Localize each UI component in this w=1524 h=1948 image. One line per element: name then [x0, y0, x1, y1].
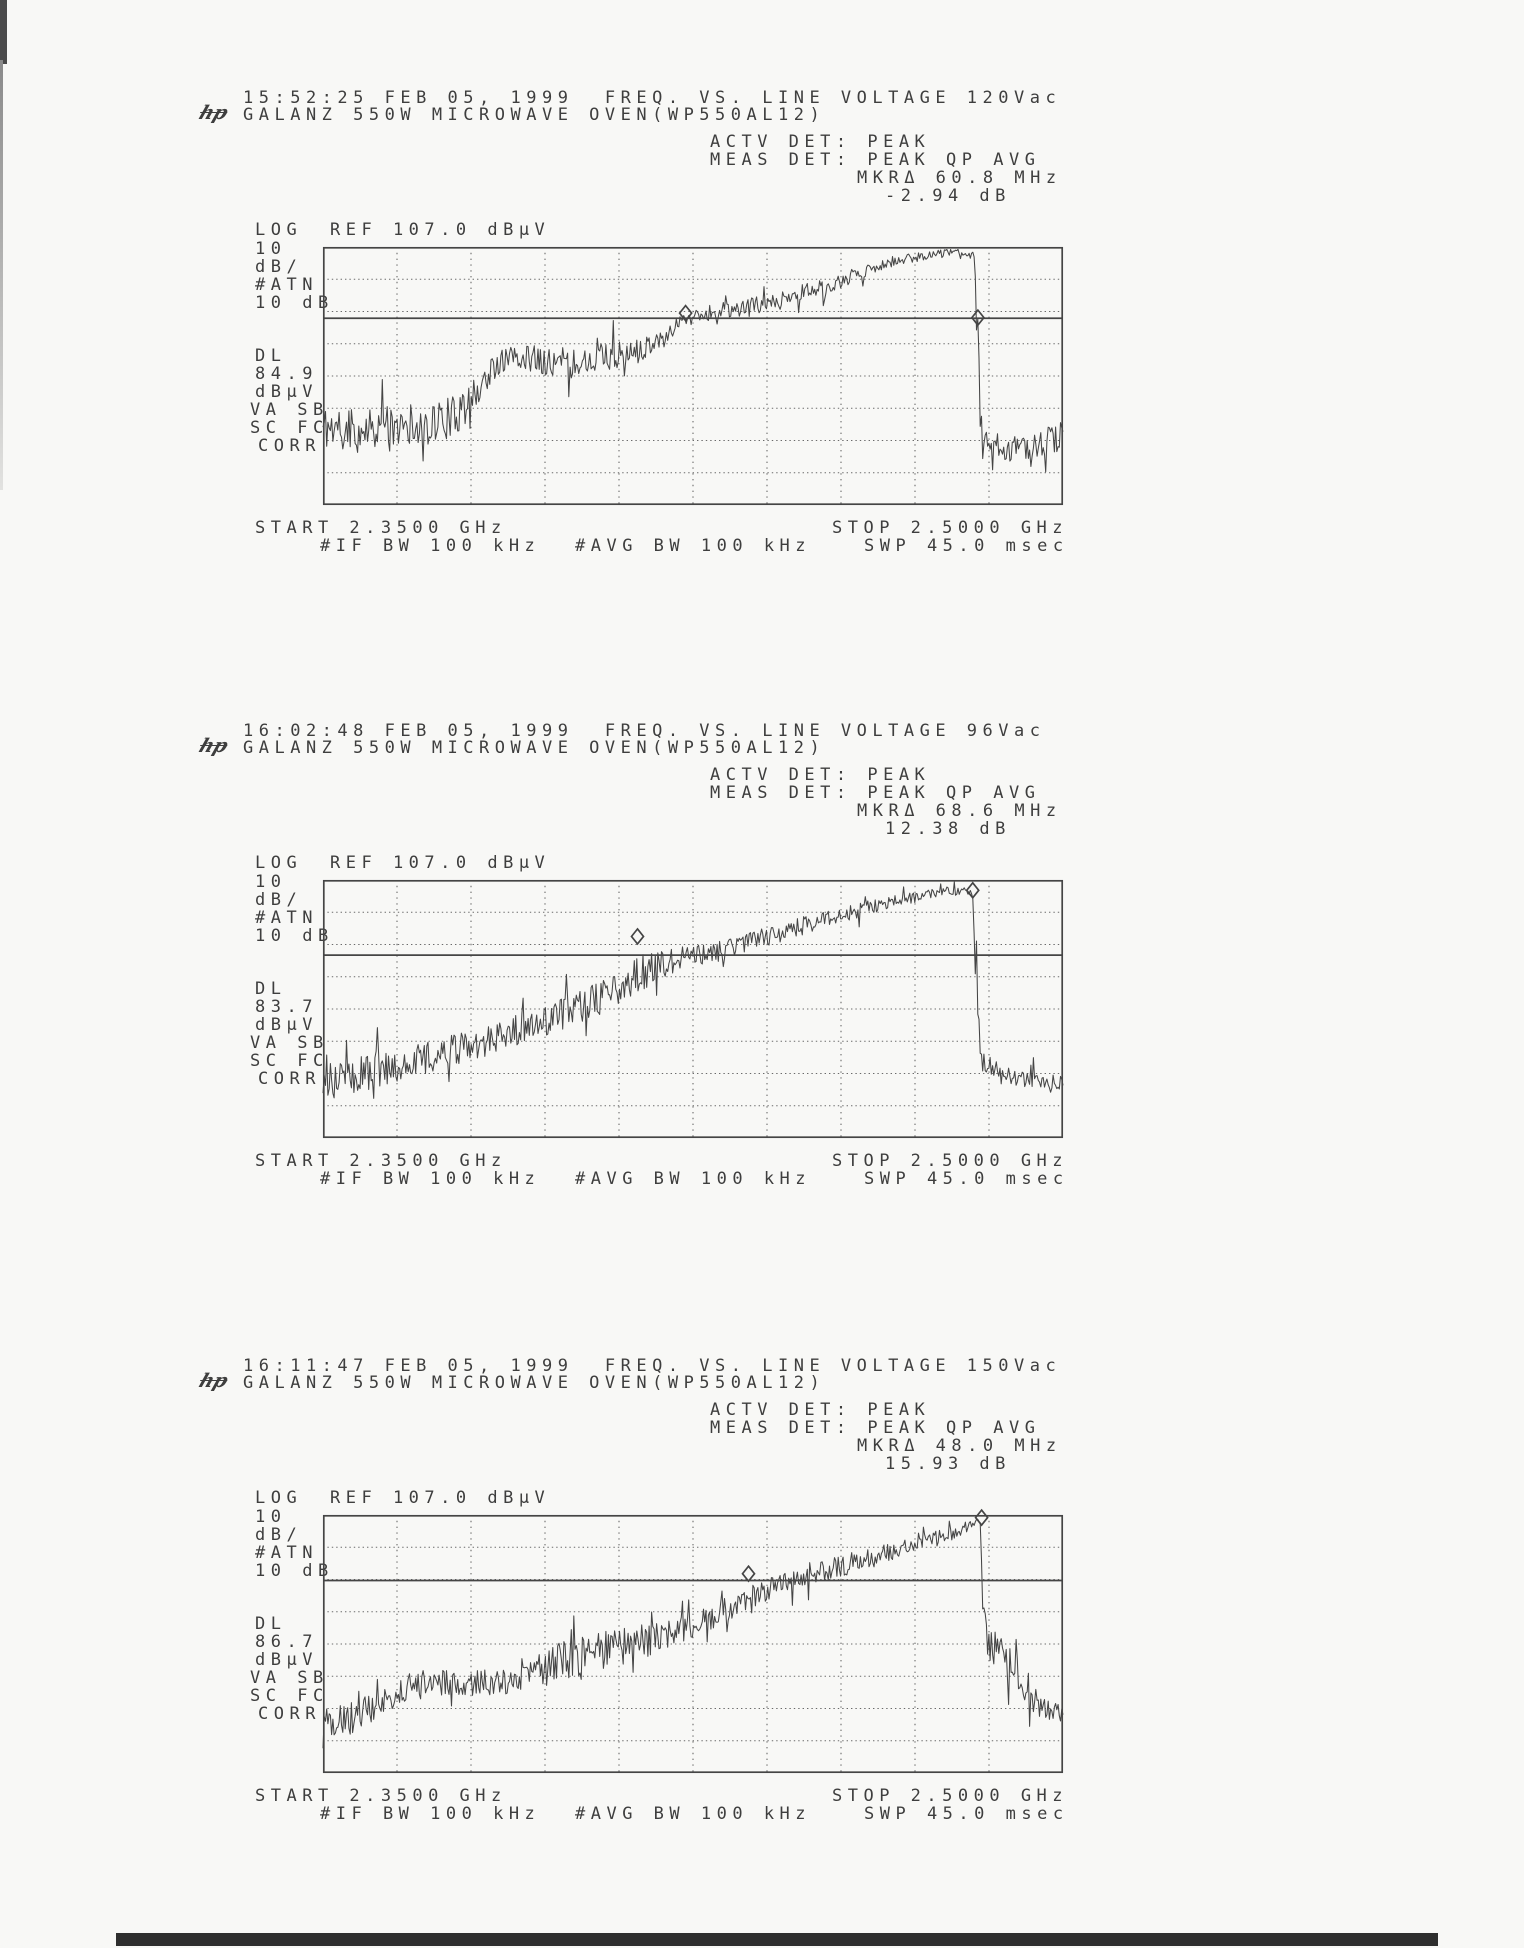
va-sb-status: VA SB: [250, 1668, 329, 1688]
scan-corner-mark: [0, 0, 7, 64]
marker-delta-amp: -2.94 dB: [885, 186, 1011, 206]
log-scale-label: LOG: [255, 1488, 303, 1508]
sc-fc-status: SC FC: [250, 418, 329, 438]
atten-label: #ATN: [255, 1543, 318, 1563]
scale-db-unit: dB/: [255, 257, 303, 277]
measured-detectors: MEAS DET: PEAK QP AVG: [710, 150, 1041, 170]
device-title: GALANZ 550W MICROWAVE OVEN(WP550AL12): [243, 738, 826, 758]
avg-bandwidth: #AVG BW 100 kHz: [575, 1804, 812, 1824]
scan-bottom-bar: [116, 1933, 1438, 1946]
avg-bandwidth: #AVG BW 100 kHz: [575, 536, 812, 556]
sweep-time: SWP 45.0 msec: [864, 1804, 1069, 1824]
scan-edge-line: [0, 60, 3, 490]
corr-status: CORR: [258, 436, 321, 456]
display-line-unit: dBµV: [255, 1015, 318, 1035]
scale-db-unit: dB/: [255, 890, 303, 910]
spectrum-plot: [322, 879, 1064, 1139]
atten-value: 10 dB: [255, 293, 334, 313]
timestamp-title: 16:11:47 FEB 05, 1999 FREQ. VS. LINE VOL…: [243, 1356, 1062, 1376]
display-line-value: 86.7: [255, 1632, 318, 1652]
measured-detectors: MEAS DET: PEAK QP AVG: [710, 1418, 1041, 1438]
display-line-label: DL: [255, 1614, 287, 1634]
if-bandwidth: #IF BW 100 kHz: [320, 536, 541, 556]
ref-level-label: REF 107.0 dBµV: [330, 1488, 551, 1508]
start-frequency: START 2.3500 GHz: [255, 518, 507, 538]
start-frequency: START 2.3500 GHz: [255, 1151, 507, 1171]
marker-delta-freq: MKRΔ 60.8 MHz: [857, 168, 1062, 188]
avg-bandwidth: #AVG BW 100 kHz: [575, 1169, 812, 1189]
va-sb-status: VA SB: [250, 1033, 329, 1053]
sc-fc-status: SC FC: [250, 1051, 329, 1071]
active-detector: ACTV DET: PEAK: [710, 765, 931, 785]
display-line-value: 84.9: [255, 364, 318, 384]
spectrum-chart-150vac: hp 16:11:47 FEB 05, 1999 FREQ. VS. LINE …: [0, 1357, 1150, 1827]
corr-status: CORR: [258, 1069, 321, 1089]
marker-delta-amp: 15.93 dB: [885, 1454, 1011, 1474]
atten-label: #ATN: [255, 908, 318, 928]
measured-detectors: MEAS DET: PEAK QP AVG: [710, 783, 1041, 803]
atten-value: 10 dB: [255, 1561, 334, 1581]
stop-frequency: STOP 2.5000 GHz: [832, 1151, 1069, 1171]
va-sb-status: VA SB: [250, 400, 329, 420]
stop-frequency: STOP 2.5000 GHz: [832, 518, 1069, 538]
ref-level-label: REF 107.0 dBµV: [330, 220, 551, 240]
display-line-value: 83.7: [255, 997, 318, 1017]
display-line-label: DL: [255, 346, 287, 366]
scale-db-value: 10: [255, 872, 287, 892]
active-detector: ACTV DET: PEAK: [710, 1400, 931, 1420]
device-title: GALANZ 550W MICROWAVE OVEN(WP550AL12): [243, 1373, 826, 1393]
start-frequency: START 2.3500 GHz: [255, 1786, 507, 1806]
marker-delta-freq: MKRΔ 48.0 MHz: [857, 1436, 1062, 1456]
active-detector: ACTV DET: PEAK: [710, 132, 931, 152]
device-title: GALANZ 550W MICROWAVE OVEN(WP550AL12): [243, 105, 826, 125]
if-bandwidth: #IF BW 100 kHz: [320, 1169, 541, 1189]
display-line-unit: dBµV: [255, 382, 318, 402]
ref-level-label: REF 107.0 dBµV: [330, 853, 551, 873]
sweep-time: SWP 45.0 msec: [864, 536, 1069, 556]
atten-label: #ATN: [255, 275, 318, 295]
corr-status: CORR: [258, 1704, 321, 1724]
display-line-unit: dBµV: [255, 1650, 318, 1670]
log-scale-label: LOG: [255, 853, 303, 873]
spectrum-chart-96vac: hp 16:02:48 FEB 05, 1999 FREQ. VS. LINE …: [0, 722, 1150, 1192]
spectrum-chart-120vac: hp 15:52:25 FEB 05, 1999 FREQ. VS. LINE …: [0, 89, 1150, 559]
stop-frequency: STOP 2.5000 GHz: [832, 1786, 1069, 1806]
atten-value: 10 dB: [255, 926, 334, 946]
spectrum-plot: [322, 1508, 1064, 1774]
hp-logo: hp: [195, 1370, 232, 1392]
timestamp-title: 16:02:48 FEB 05, 1999 FREQ. VS. LINE VOL…: [243, 721, 1046, 741]
spectrum-plot: [322, 246, 1064, 506]
timestamp-title: 15:52:25 FEB 05, 1999 FREQ. VS. LINE VOL…: [243, 88, 1062, 108]
scale-db-value: 10: [255, 1507, 287, 1527]
hp-logo: hp: [195, 735, 232, 757]
hp-logo: hp: [195, 102, 232, 124]
sweep-time: SWP 45.0 msec: [864, 1169, 1069, 1189]
display-line-label: DL: [255, 979, 287, 999]
sc-fc-status: SC FC: [250, 1686, 329, 1706]
marker-delta-amp: 12.38 dB: [885, 819, 1011, 839]
marker-delta-freq: MKRΔ 68.6 MHz: [857, 801, 1062, 821]
log-scale-label: LOG: [255, 220, 303, 240]
scale-db-value: 10: [255, 239, 287, 259]
scale-db-unit: dB/: [255, 1525, 303, 1545]
if-bandwidth: #IF BW 100 kHz: [320, 1804, 541, 1824]
